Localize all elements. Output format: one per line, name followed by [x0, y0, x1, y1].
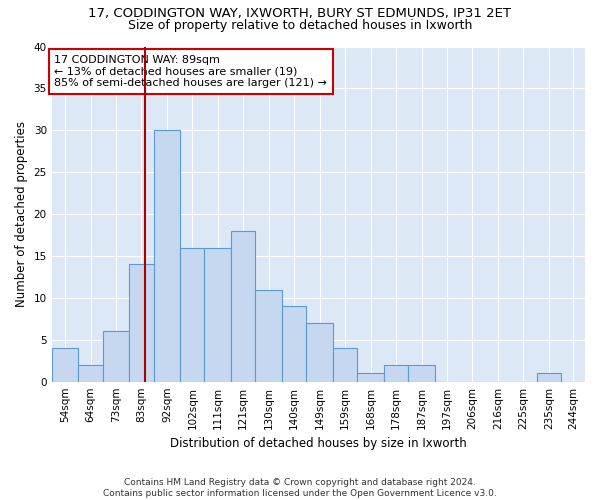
Bar: [333, 348, 357, 382]
Bar: [384, 365, 408, 382]
Bar: [52, 348, 79, 382]
Bar: [256, 290, 282, 382]
Text: 17, CODDINGTON WAY, IXWORTH, BURY ST EDMUNDS, IP31 2ET: 17, CODDINGTON WAY, IXWORTH, BURY ST EDM…: [89, 8, 511, 20]
Bar: [408, 365, 435, 382]
Bar: [231, 231, 256, 382]
Bar: [79, 365, 103, 382]
Bar: [154, 130, 181, 382]
Bar: [103, 332, 130, 382]
Bar: [306, 323, 333, 382]
Bar: [181, 248, 205, 382]
X-axis label: Distribution of detached houses by size in Ixworth: Distribution of detached houses by size …: [170, 437, 467, 450]
Text: Contains HM Land Registry data © Crown copyright and database right 2024.
Contai: Contains HM Land Registry data © Crown c…: [103, 478, 497, 498]
Bar: [130, 264, 154, 382]
Bar: [282, 306, 306, 382]
Text: Size of property relative to detached houses in Ixworth: Size of property relative to detached ho…: [128, 19, 472, 32]
Bar: [537, 374, 561, 382]
Bar: [357, 374, 384, 382]
Bar: [205, 248, 231, 382]
Text: 17 CODDINGTON WAY: 89sqm
← 13% of detached houses are smaller (19)
85% of semi-d: 17 CODDINGTON WAY: 89sqm ← 13% of detach…: [55, 55, 327, 88]
Y-axis label: Number of detached properties: Number of detached properties: [15, 121, 28, 307]
